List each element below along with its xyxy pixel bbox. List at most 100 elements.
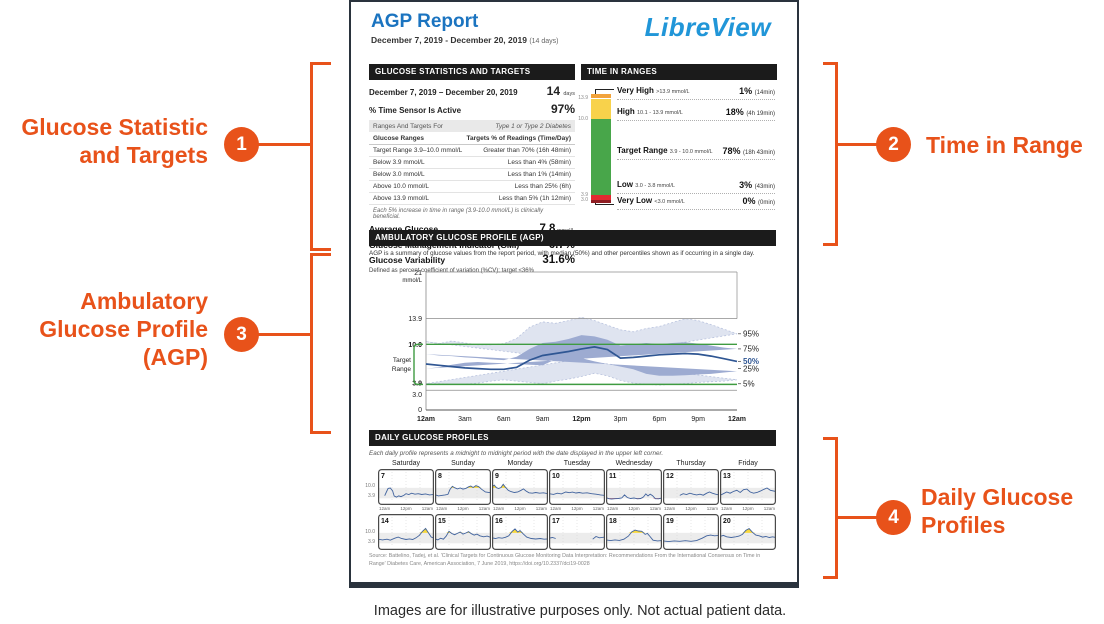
callout-bracket-1	[310, 62, 331, 251]
tir-segment-very-low	[591, 200, 611, 203]
daily-x-labels: 12am 12pm 12am	[663, 506, 719, 511]
tir-axis-tick: 3.0	[581, 197, 588, 203]
daily-profile-cell: 20	[720, 514, 776, 550]
daily-profile-cell: 16	[492, 514, 548, 550]
day-name: Sunday	[451, 460, 475, 467]
tir-range-row: Low 3.0 - 3.8 mmol/L 3% (43min)	[617, 180, 775, 194]
col-header-targets: Targets % of Readings (Time/Day)	[466, 134, 571, 142]
day-name: Thursday	[676, 460, 706, 467]
tir-range-value: 3% (43min)	[739, 180, 775, 190]
daily-profile-cell: 12	[663, 469, 719, 505]
callout-label-glucose-statistics: Glucose Statistic and Targets	[21, 114, 208, 168]
x-label: 12am	[706, 506, 718, 511]
table-header-row: Glucose Ranges Targets % of Readings (Ti…	[369, 132, 575, 145]
x-label: 12am	[721, 506, 733, 511]
tir-segment-target-range	[591, 119, 611, 195]
callout-line-3	[255, 333, 312, 336]
table-row: Target Range 3.9–10.0 mmol/L Greater than…	[369, 145, 575, 157]
callout-label-daily-profiles: Daily Glucose Profiles	[921, 484, 1074, 538]
daily-profile-cell: 17	[549, 514, 605, 550]
svg-text:14: 14	[381, 518, 389, 525]
tir-range-row: Very Low <3.0 mmol/L 0% (0min)	[617, 196, 775, 210]
ranges-for-row: Ranges And Targets For Type 1 or Type 2 …	[369, 120, 575, 132]
daily-x-labels: 12am 12pm 12am	[492, 506, 548, 511]
agp-report-page: AGP Report December 7, 2019 - December 2…	[349, 0, 799, 588]
daily-x-labels: 12am 12pm 12am	[720, 506, 776, 511]
target-cell: Less than 1% (14min)	[507, 170, 571, 178]
tir-range-value: 18% (4h 19min)	[725, 107, 775, 117]
day-name: Monday	[507, 460, 533, 467]
x-label: 12am	[607, 506, 619, 511]
x-label: 12am	[763, 506, 775, 511]
tir-range-row: Very High >13.9 mmol/L 1% (14min)	[617, 86, 775, 100]
svg-text:12pm: 12pm	[572, 416, 590, 423]
range-cell: Target Range 3.9–10.0 mmol/L	[373, 146, 463, 154]
tir-range-time: (43min)	[754, 184, 775, 190]
daily-x-labels: 12am 12pm 12am	[378, 506, 434, 511]
x-label: 12am	[379, 506, 391, 511]
x-label: 12pm	[742, 506, 754, 511]
table-row: Above 10.0 mmol/L Less than 25% (6h)	[369, 181, 575, 193]
callout-bracket-4	[823, 437, 838, 579]
svg-text:Target: Target	[393, 357, 411, 364]
range-cell: Below 3.0 mmol/L	[373, 170, 425, 178]
metric-row: Glucose Variability 31.6%	[369, 254, 575, 266]
sensor-active-label: % Time Sensor Is Active	[369, 106, 462, 115]
x-label: 12am	[592, 506, 604, 511]
sensor-active-row: % Time Sensor Is Active 97%	[369, 102, 575, 116]
tir-stacked-bar	[591, 94, 611, 203]
daily-subtitle: Each daily profile represents a midnight…	[369, 450, 664, 457]
metric-value: 31.6%	[542, 254, 575, 266]
table-row: Below 3.0 mmol/L Less than 1% (14min)	[369, 169, 575, 181]
svg-text:12: 12	[666, 473, 674, 480]
daily-y-label-39b: 3.9	[368, 539, 375, 545]
col-header-ranges: Glucose Ranges	[373, 134, 424, 142]
tir-segment-low	[591, 195, 611, 200]
days-value: 14 days	[546, 84, 575, 98]
libreview-logo: LibreView	[644, 12, 771, 42]
x-label: 12am	[436, 506, 448, 511]
callout-line-1	[255, 143, 312, 146]
callout-number-2: 2	[876, 127, 911, 162]
svg-text:19: 19	[666, 518, 674, 525]
tir-axis-tick: 3.9	[581, 192, 588, 198]
stats-section-header: GLUCOSE STATISTICS AND TARGETS	[369, 64, 575, 80]
callout-bracket-2	[823, 62, 838, 246]
ranges-for-label: Ranges And Targets For	[373, 122, 443, 130]
svg-text:21: 21	[414, 270, 422, 277]
svg-text:3.0: 3.0	[412, 392, 422, 399]
daily-x-labels-row: 12am 12pm 12am 12am 12pm 12am 12am 12pm 12am 12am…	[378, 506, 776, 511]
ranges-targets-table: Ranges And Targets For Type 1 or Type 2 …	[369, 120, 575, 220]
svg-text:0: 0	[418, 407, 422, 414]
daily-x-labels: 12am 12pm 12am	[435, 506, 491, 511]
target-cell: Less than 25% (6h)	[514, 182, 571, 190]
callout-line-4	[836, 516, 880, 519]
tir-range-bounds: 10.1 - 13.9 mmol/L	[637, 110, 683, 116]
x-label: 12pm	[457, 506, 469, 511]
daily-x-labels: 12am 12pm 12am	[606, 506, 662, 511]
x-label: 12am	[664, 506, 676, 511]
tir-range-time: (0min)	[757, 200, 775, 206]
x-label: 12am	[493, 506, 505, 511]
svg-text:3am: 3am	[458, 416, 472, 423]
x-label: 12pm	[571, 506, 583, 511]
day-name: Saturday	[391, 460, 421, 467]
x-label: 12pm	[514, 506, 526, 511]
x-label: 12pm	[685, 506, 697, 511]
daily-profile-cell: 18	[606, 514, 662, 550]
metric-label: Glucose Variability	[369, 255, 446, 265]
agp-subtitle: AGP is a summary of glucose values from …	[369, 250, 755, 257]
callout-line-2	[836, 143, 880, 146]
svg-text:16: 16	[495, 518, 503, 525]
target-cell: Less than 5% (1h 12min)	[498, 194, 571, 202]
svg-text:12am: 12am	[417, 416, 435, 423]
callout-number-3: 3	[224, 317, 259, 352]
svg-text:11: 11	[609, 473, 617, 480]
daily-profile-cell: 9	[492, 469, 548, 505]
page-title: AGP Report	[371, 11, 479, 32]
clinical-note: Each 5% increase in time in range (3.9-1…	[373, 207, 544, 220]
tir-range-time: (18h 43min)	[742, 150, 775, 156]
daily-profiles-section: DAILY GLUCOSE PROFILES Each daily profil…	[365, 430, 776, 569]
tir-range-time: (14min)	[754, 90, 775, 96]
